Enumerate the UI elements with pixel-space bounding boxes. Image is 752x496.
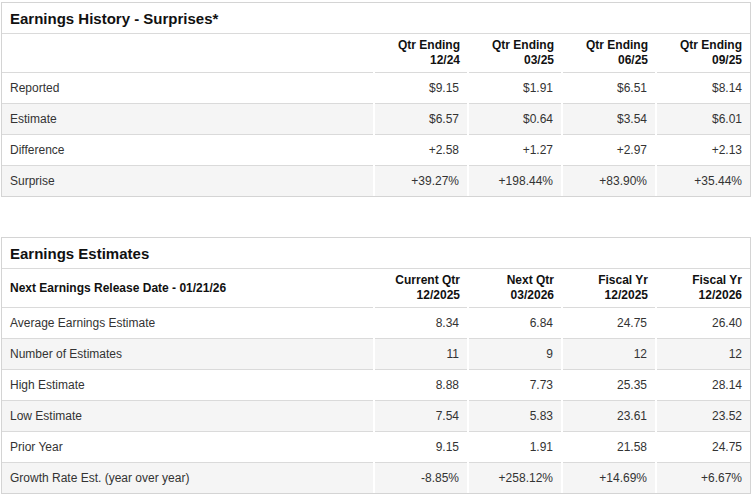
row-difference: Difference +2.58 +1.27 +2.97 +2.13	[2, 135, 750, 166]
row-label: Number of Estimates	[2, 339, 374, 370]
row-reported: Reported $9.15 $1.91 $6.51 $8.14	[2, 73, 750, 104]
cell-value: 8.88	[374, 370, 468, 401]
cell-value: 1.91	[468, 432, 562, 463]
cell-value-positive: +2.97	[562, 135, 656, 166]
column-header-qtr-1: Qtr Ending 12/24	[374, 34, 468, 73]
column-header-qtr-2: Qtr Ending 03/25	[468, 34, 562, 73]
row-high-estimate: High Estimate 8.88 7.73 25.35 28.14	[2, 370, 750, 401]
cell-value: 7.73	[468, 370, 562, 401]
row-prior-year: Prior Year 9.15 1.91 21.58 24.75	[2, 432, 750, 463]
cell-value: $8.14	[656, 73, 750, 104]
row-label: Growth Rate Est. (year over year)	[2, 463, 374, 494]
cell-value: 9.15	[374, 432, 468, 463]
cell-value-positive: +258.12%	[468, 463, 562, 494]
cell-value-positive: +6.67%	[656, 463, 750, 494]
cell-value-negative: -8.85%	[374, 463, 468, 494]
earnings-estimates-table: Next Earnings Release Date - 01/21/26 Cu…	[2, 269, 750, 493]
cell-value-positive: +2.13	[656, 135, 750, 166]
cell-value-positive: +14.69%	[562, 463, 656, 494]
next-earnings-release-date: Next Earnings Release Date - 01/21/26	[2, 269, 374, 308]
cell-value: 28.14	[656, 370, 750, 401]
header-spacer	[2, 34, 374, 73]
row-label: Low Estimate	[2, 401, 374, 432]
cell-value: 5.83	[468, 401, 562, 432]
cell-value-positive: +198.44%	[468, 166, 562, 197]
cell-value: 24.75	[656, 432, 750, 463]
earnings-estimates-header-row: Next Earnings Release Date - 01/21/26 Cu…	[2, 269, 750, 308]
cell-value: 6.84	[468, 308, 562, 339]
cell-value: 11	[374, 339, 468, 370]
cell-value: 26.40	[656, 308, 750, 339]
cell-value: 9	[468, 339, 562, 370]
cell-value-positive: +39.27%	[374, 166, 468, 197]
cell-value: $3.54	[562, 104, 656, 135]
row-growth-rate-estimate: Growth Rate Est. (year over year) -8.85%…	[2, 463, 750, 494]
cell-value: $6.51	[562, 73, 656, 104]
cell-value-positive: +2.58	[374, 135, 468, 166]
column-header-qtr-3: Qtr Ending 06/25	[562, 34, 656, 73]
row-label: Estimate	[2, 104, 374, 135]
earnings-history-section: Earnings History - Surprises* Qtr Ending…	[1, 2, 751, 197]
column-header-current-qtr: Current Qtr 12/2025	[374, 269, 468, 308]
earnings-history-header-row: Qtr Ending 12/24 Qtr Ending 03/25 Qtr En…	[2, 34, 750, 73]
column-header-fiscal-yr-1: Fiscal Yr 12/2025	[562, 269, 656, 308]
row-estimate: Estimate $6.57 $0.64 $3.54 $6.01	[2, 104, 750, 135]
row-label: Surprise	[2, 166, 374, 197]
earnings-history-title: Earnings History - Surprises*	[2, 3, 750, 34]
page: Earnings History - Surprises* Qtr Ending…	[0, 0, 752, 496]
cell-value: 8.34	[374, 308, 468, 339]
cell-value: 23.61	[562, 401, 656, 432]
row-low-estimate: Low Estimate 7.54 5.83 23.61 23.52	[2, 401, 750, 432]
column-header-qtr-4: Qtr Ending 09/25	[656, 34, 750, 73]
earnings-history-table: Qtr Ending 12/24 Qtr Ending 03/25 Qtr En…	[2, 34, 750, 196]
cell-value-positive: +35.44%	[656, 166, 750, 197]
row-label: Difference	[2, 135, 374, 166]
column-header-fiscal-yr-2: Fiscal Yr 12/2026	[656, 269, 750, 308]
cell-value: 25.35	[562, 370, 656, 401]
row-label: Average Earnings Estimate	[2, 308, 374, 339]
cell-value: $6.01	[656, 104, 750, 135]
cell-value: 12	[562, 339, 656, 370]
cell-value: 12	[656, 339, 750, 370]
row-label: Prior Year	[2, 432, 374, 463]
cell-value: $6.57	[374, 104, 468, 135]
cell-value-positive: +1.27	[468, 135, 562, 166]
row-average-earnings-estimate: Average Earnings Estimate 8.34 6.84 24.7…	[2, 308, 750, 339]
cell-value: $0.64	[468, 104, 562, 135]
row-surprise: Surprise +39.27% +198.44% +83.90% +35.44…	[2, 166, 750, 197]
cell-value: $1.91	[468, 73, 562, 104]
row-number-of-estimates: Number of Estimates 11 9 12 12	[2, 339, 750, 370]
cell-value: 24.75	[562, 308, 656, 339]
cell-value: 21.58	[562, 432, 656, 463]
column-header-next-qtr: Next Qtr 03/2026	[468, 269, 562, 308]
cell-value: 7.54	[374, 401, 468, 432]
cell-value-positive: +83.90%	[562, 166, 656, 197]
earnings-estimates-section: Earnings Estimates Next Earnings Release…	[1, 237, 751, 494]
row-label: High Estimate	[2, 370, 374, 401]
cell-value: $9.15	[374, 73, 468, 104]
cell-value: 23.52	[656, 401, 750, 432]
earnings-estimates-title: Earnings Estimates	[2, 238, 750, 269]
row-label: Reported	[2, 73, 374, 104]
